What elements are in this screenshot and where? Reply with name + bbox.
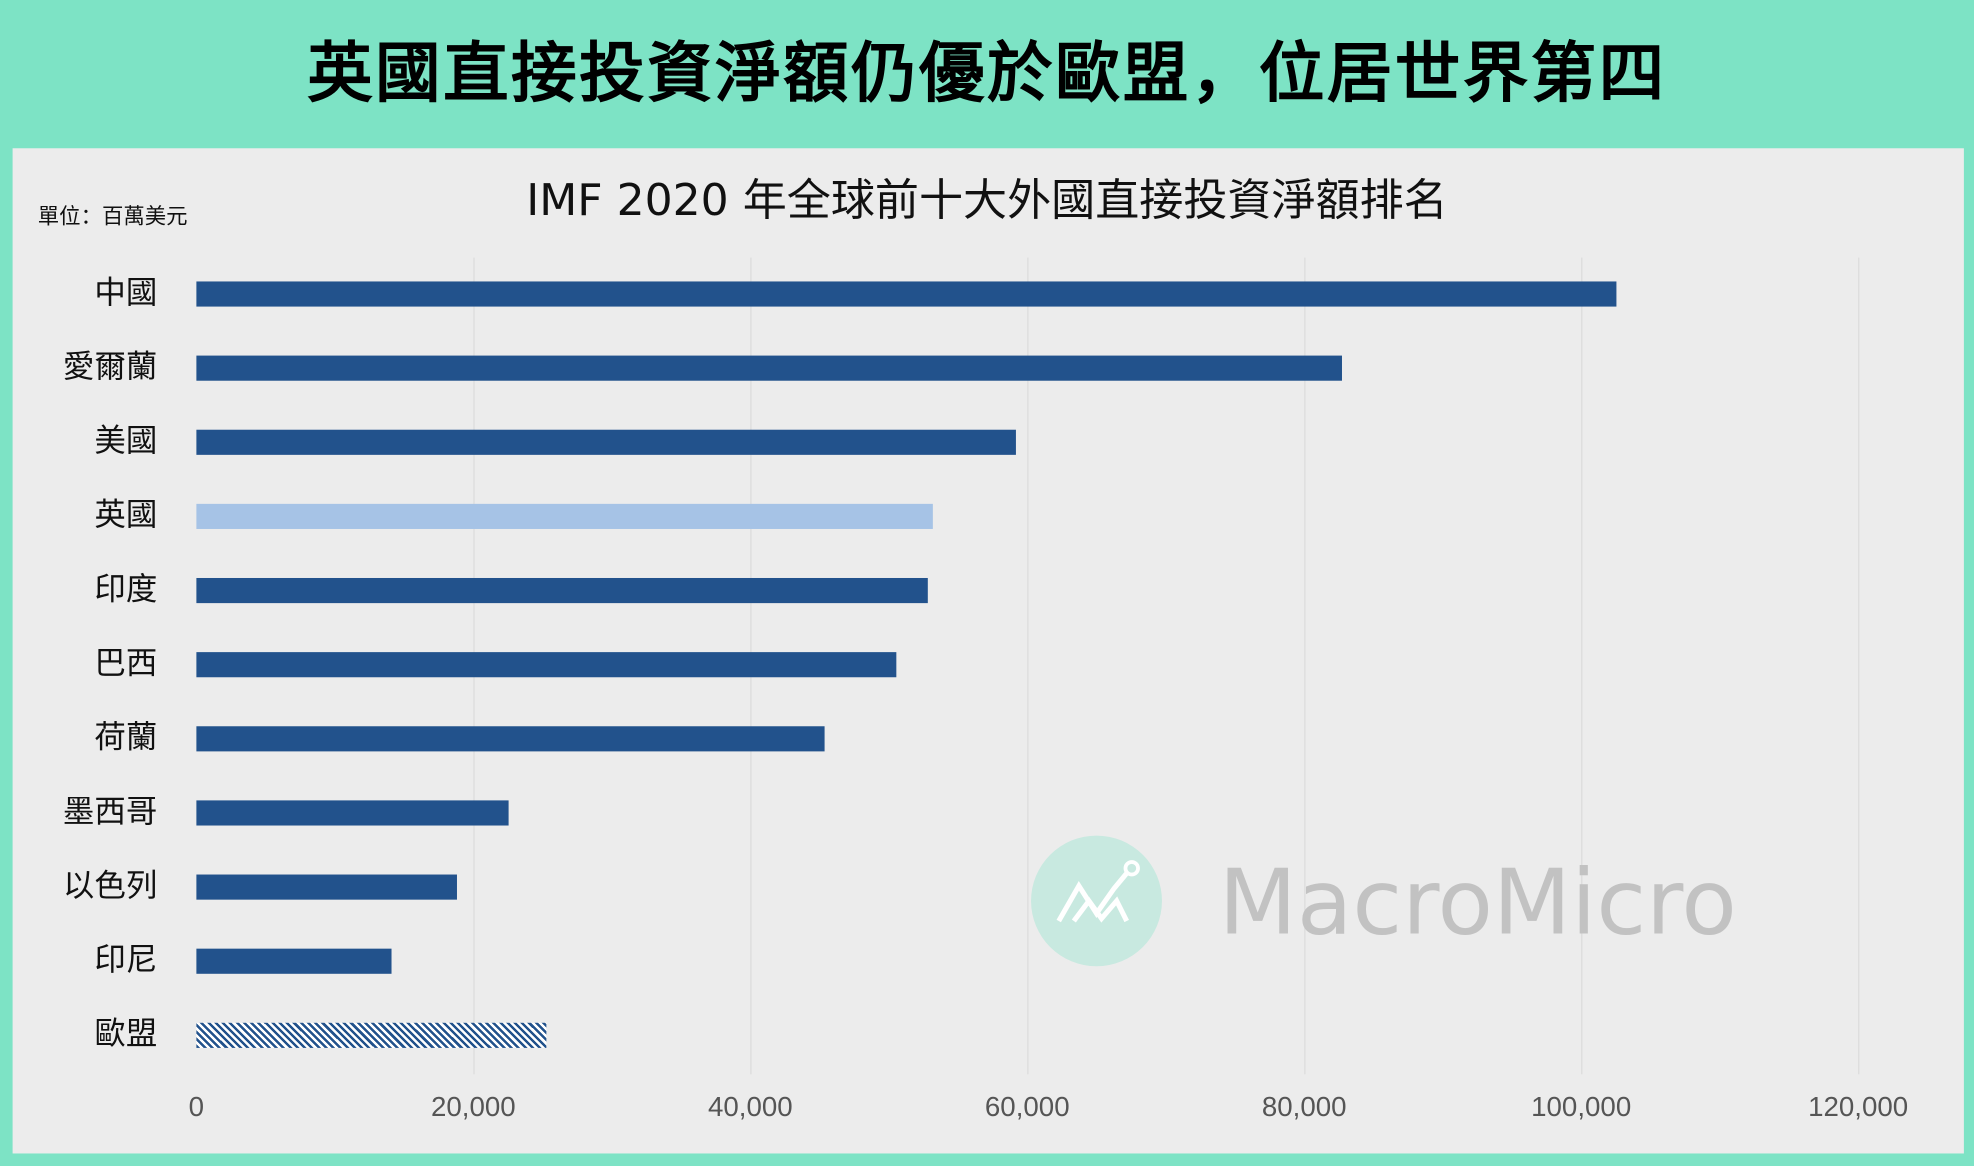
page-title: 英國直接投資淨額仍優於歐盟，位居世界第四 <box>307 36 1667 112</box>
category-label: 印度 <box>94 570 158 607</box>
macromicro-logo-icon <box>1031 835 1162 967</box>
x-tick-label: 0 <box>188 1090 205 1123</box>
bar <box>196 800 508 826</box>
bar <box>196 429 1017 455</box>
x-tick-label: 80,000 <box>1261 1090 1347 1123</box>
gridline <box>1027 257 1029 1075</box>
category-label: 以色列 <box>62 866 158 904</box>
bar <box>196 948 392 974</box>
bar <box>196 1022 547 1048</box>
bar <box>196 652 896 678</box>
category-label: 美國 <box>94 422 158 459</box>
bar <box>196 874 457 900</box>
gridline <box>1858 257 1860 1075</box>
category-label: 印尼 <box>94 941 158 978</box>
chart-panel <box>12 148 1964 1154</box>
bar <box>196 726 826 752</box>
x-tick-label: 40,000 <box>707 1090 793 1123</box>
x-tick-label: 60,000 <box>984 1090 1070 1123</box>
category-label: 愛爾蘭 <box>62 348 158 385</box>
category-label: 巴西 <box>94 644 158 682</box>
category-label: 中國 <box>94 273 158 311</box>
x-tick-label: 120,000 <box>1808 1090 1909 1123</box>
category-label: 墨西哥 <box>62 792 158 830</box>
category-label: 荷蘭 <box>94 718 158 756</box>
bar <box>196 355 1342 381</box>
bar <box>196 281 1616 307</box>
gridline <box>1304 257 1306 1075</box>
chart-title: IMF 2020 年全球前十大外國直接投資淨額排名 <box>526 175 1448 227</box>
category-label: 英國 <box>94 496 158 533</box>
x-tick-label: 100,000 <box>1531 1090 1632 1123</box>
watermark-text: MacroMicro <box>1218 849 1737 955</box>
gridline <box>1581 257 1583 1075</box>
x-tick-label: 20,000 <box>430 1090 516 1123</box>
category-label: 歐盟 <box>94 1015 158 1052</box>
unit-label: 單位：百萬美元 <box>37 204 188 230</box>
bar <box>196 577 928 604</box>
bar <box>196 503 934 529</box>
